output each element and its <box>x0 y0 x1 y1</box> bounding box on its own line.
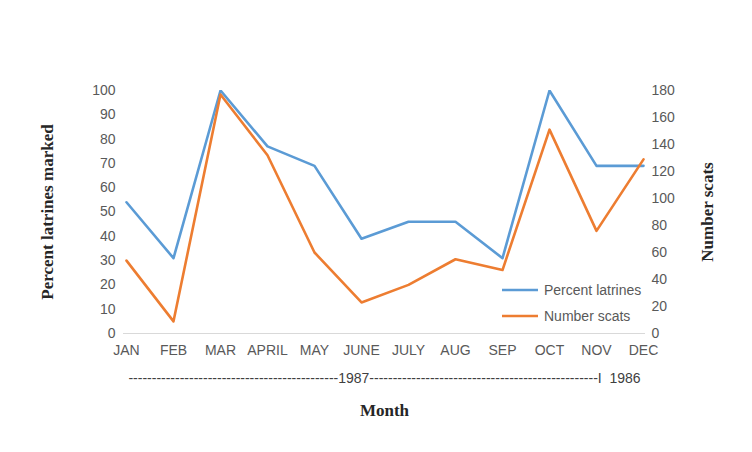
svg-text:100: 100 <box>92 82 116 98</box>
svg-text:80: 80 <box>100 131 116 147</box>
svg-text:50: 50 <box>100 203 116 219</box>
svg-text:OCT: OCT <box>535 342 565 358</box>
svg-text:FEB: FEB <box>160 342 187 358</box>
svg-text:MAR: MAR <box>205 342 236 358</box>
svg-text:Month: Month <box>360 401 410 420</box>
svg-text:AUG: AUG <box>440 342 470 358</box>
svg-text:JAN: JAN <box>113 342 139 358</box>
svg-text:0: 0 <box>108 325 116 341</box>
svg-text:40: 40 <box>652 271 668 287</box>
svg-text:Percent latrines marked: Percent latrines marked <box>38 124 57 300</box>
svg-text:SEP: SEP <box>488 342 516 358</box>
svg-text:DEC: DEC <box>629 342 659 358</box>
svg-text:140: 140 <box>652 136 676 152</box>
svg-text:------------------------------: ----------------------------------------… <box>128 370 640 386</box>
svg-text:APRIL: APRIL <box>247 342 288 358</box>
svg-text:20: 20 <box>100 276 116 292</box>
svg-text:MAY: MAY <box>300 342 330 358</box>
svg-text:30: 30 <box>100 252 116 268</box>
html-text:Percent latrines: Percent latrines <box>544 282 642 298</box>
svg-text:JUNE: JUNE <box>343 342 380 358</box>
svg-text:100: 100 <box>652 190 676 206</box>
svg-text:180: 180 <box>652 82 676 98</box>
html-text:Number scats: Number scats <box>544 308 631 324</box>
svg-text:160: 160 <box>652 109 676 125</box>
svg-text:40: 40 <box>100 228 116 244</box>
svg-text:80: 80 <box>652 217 668 233</box>
svg-text:70: 70 <box>100 155 116 171</box>
svg-text:120: 120 <box>652 163 676 179</box>
svg-text:20: 20 <box>652 298 668 314</box>
svg-text:NOV: NOV <box>581 342 612 358</box>
svg-text:60: 60 <box>652 244 668 260</box>
svg-text:60: 60 <box>100 179 116 195</box>
svg-text:10: 10 <box>100 301 116 317</box>
svg-text:JULY: JULY <box>392 342 426 358</box>
svg-text:90: 90 <box>100 106 116 122</box>
svg-text:Number scats: Number scats <box>698 162 717 262</box>
svg-text:0: 0 <box>652 325 660 341</box>
